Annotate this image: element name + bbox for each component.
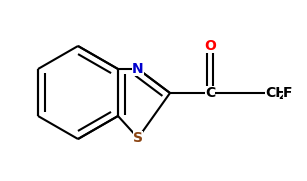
Text: CH: CH	[265, 86, 287, 100]
Text: O: O	[204, 39, 216, 53]
Text: S: S	[133, 131, 143, 145]
Text: 2: 2	[278, 91, 285, 101]
Text: C: C	[205, 86, 215, 100]
Text: F: F	[283, 86, 293, 100]
Text: N: N	[132, 62, 144, 76]
